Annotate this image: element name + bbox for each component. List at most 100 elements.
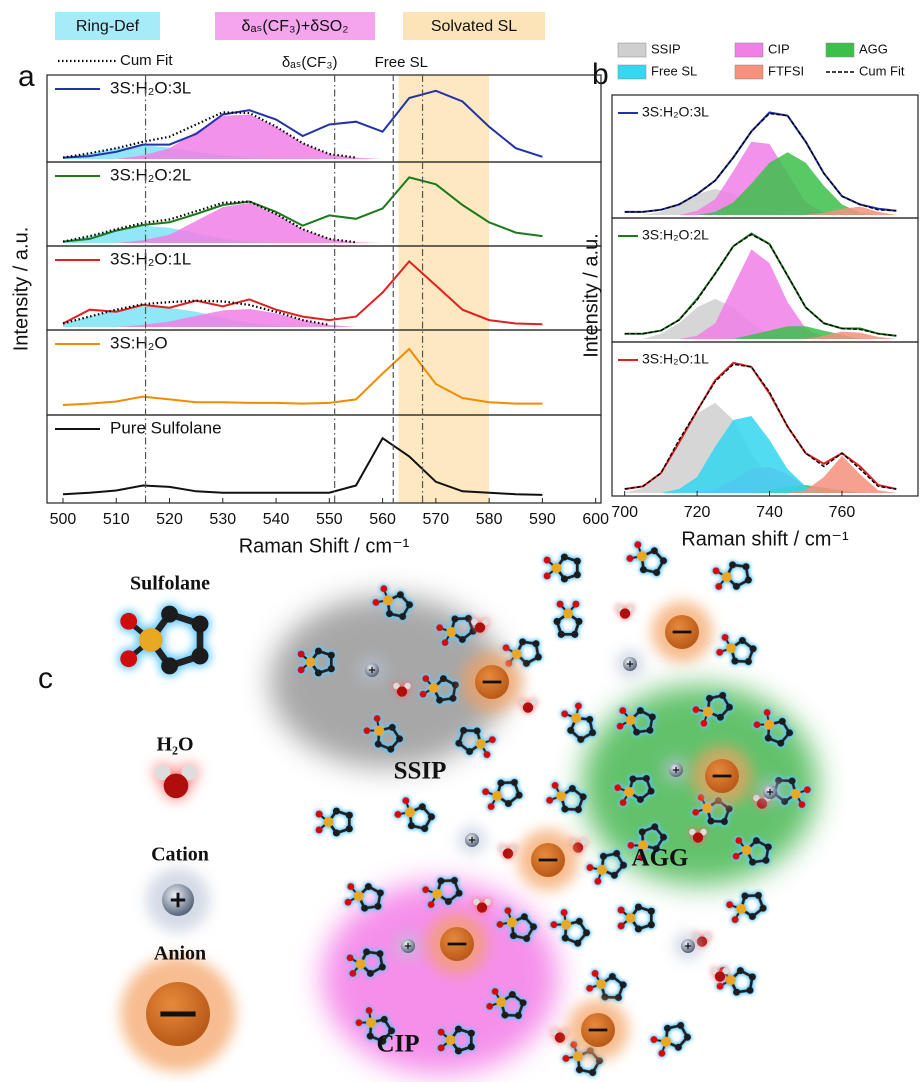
atom: [742, 563, 750, 571]
atom: [585, 863, 595, 873]
band: [399, 75, 490, 503]
anion: [651, 601, 712, 662]
legend-label: 3S:H₂O:1L: [642, 351, 709, 367]
atom: [595, 863, 609, 877]
cation: [146, 868, 210, 932]
legend-label: Sulfolane: [130, 573, 210, 595]
atom: [574, 558, 581, 565]
water-molecule: [551, 1029, 569, 1043]
figure: a b c SulfolaneH₂OCationAnionSSIPAGGCIP …: [0, 0, 921, 1082]
x-tick-label: 550: [316, 511, 343, 528]
atom: [659, 1035, 673, 1049]
atom: [438, 1028, 445, 1035]
atom: [657, 1048, 667, 1058]
atom: [455, 1047, 462, 1054]
atom: [346, 825, 353, 832]
atom: [693, 832, 703, 842]
x-tick-label: 570: [423, 511, 450, 528]
atom: [618, 922, 625, 929]
atom: [315, 647, 322, 654]
water-molecule: [499, 845, 517, 859]
sulfolane-molecule: [711, 558, 753, 593]
atom: [481, 787, 490, 796]
atom: [560, 933, 570, 943]
atom: [648, 921, 655, 928]
atom: [333, 807, 340, 814]
legend-label: H₂O: [156, 734, 193, 756]
legend-label: δₐₛ(CF₃)+δSO₂: [242, 18, 349, 35]
sulfolane-molecule: [724, 887, 769, 927]
atom: [556, 601, 563, 608]
atom: [585, 715, 595, 725]
atom: [298, 666, 305, 673]
atom: [328, 652, 335, 659]
x-tick-label: 760: [829, 504, 856, 521]
sulfolane-molecule: [557, 700, 601, 747]
atom: [560, 804, 569, 813]
atom: [559, 907, 569, 917]
atom: [192, 647, 209, 664]
atom: [575, 618, 582, 625]
sulfolane-molecule: [392, 793, 439, 837]
atom: [593, 876, 603, 886]
atom: [625, 554, 635, 564]
legend-label: Cum Fit: [120, 52, 173, 69]
sulfolane-molecule: [584, 966, 629, 1006]
atom: [550, 781, 559, 790]
atom: [560, 709, 570, 719]
atom: [635, 925, 642, 932]
cation: [756, 778, 784, 806]
atom: [549, 920, 559, 930]
anion: [517, 829, 578, 890]
atom: [574, 701, 584, 711]
atom: [468, 1030, 475, 1037]
sulfolane-molecule: [547, 905, 594, 951]
atom: [649, 1035, 659, 1045]
atom: [648, 908, 655, 915]
legend-label: 3S:H₂O:1L: [110, 249, 191, 268]
atom: [551, 563, 561, 573]
atom: [545, 796, 554, 805]
atom: [164, 773, 189, 798]
atom: [633, 540, 643, 550]
atom: [754, 891, 763, 900]
cluster-label: SSIP: [394, 758, 447, 785]
atom: [346, 812, 353, 819]
atom: [379, 584, 389, 594]
x-tick-label: 510: [103, 511, 130, 528]
atom: [635, 549, 649, 563]
atom: [720, 633, 729, 642]
atom: [553, 618, 560, 625]
cation: [662, 756, 690, 784]
atom: [663, 1023, 673, 1033]
atom: [715, 648, 724, 657]
atom: [401, 796, 411, 806]
fit-area: [625, 249, 897, 339]
atom: [305, 657, 315, 667]
legend-label: 3S:H₂O: [110, 333, 168, 352]
x-tick-label: 560: [369, 511, 396, 528]
x-tick-label: 700: [611, 504, 638, 521]
atom: [120, 613, 137, 630]
sulfolane-molecule: [648, 1017, 695, 1061]
atom: [744, 657, 753, 666]
legend-label: Cation: [151, 844, 209, 866]
sulfolane-molecule: [624, 537, 671, 581]
legend-label: 3S:H₂O:3L: [110, 78, 191, 97]
atom: [503, 848, 513, 858]
atom: [488, 735, 497, 744]
atom: [403, 805, 417, 819]
legend-label: Anion: [154, 943, 206, 965]
atom: [323, 817, 333, 827]
atom: [730, 656, 739, 665]
x-tick-label: 720: [684, 504, 711, 521]
x-tick-label: 590: [529, 511, 556, 528]
legend-label: AGG: [859, 41, 888, 56]
atom: [544, 572, 551, 579]
water-molecule: [519, 699, 537, 713]
atom: [139, 628, 163, 652]
atom: [561, 553, 568, 560]
sulfolane-molecule: [343, 879, 385, 914]
sulfolane-molecule: [316, 807, 353, 836]
